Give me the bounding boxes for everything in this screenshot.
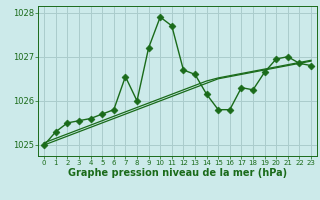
X-axis label: Graphe pression niveau de la mer (hPa): Graphe pression niveau de la mer (hPa) bbox=[68, 168, 287, 178]
